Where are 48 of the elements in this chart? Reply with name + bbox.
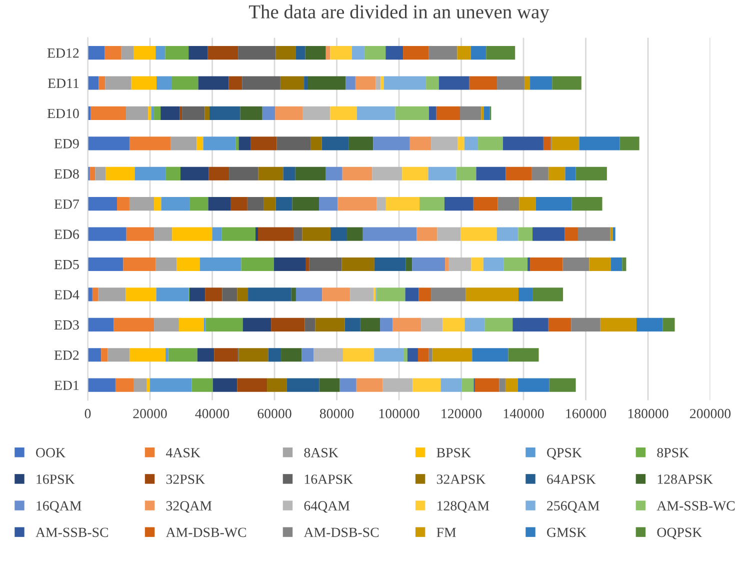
y-tick-label: ED9 (54, 139, 79, 148)
legend-label: 128APSK (658, 474, 713, 484)
x-tick-label: 100000 (379, 408, 420, 418)
legend-label: 256QAM (547, 501, 600, 513)
x-tick-label: 160000 (566, 408, 606, 418)
x-tick-label: 0 (84, 408, 91, 418)
y-tick-label: ED2 (54, 350, 79, 360)
legend-label: 4ASK (166, 448, 200, 458)
legend-label: QPSK (547, 448, 582, 460)
legend-label: 32APSK (436, 474, 486, 484)
legend-label: 64QAM (304, 501, 350, 513)
legend-label: 16PSK (36, 474, 75, 484)
legend-label: AM-SSB-SC (36, 528, 108, 538)
y-tick-label: ED8 (54, 169, 79, 179)
legend-label: OQPSK (657, 528, 702, 540)
legend-label: AM-SSB-WC (656, 501, 735, 511)
legend-label: 8ASK (304, 448, 338, 458)
x-tick-label: 80000 (320, 408, 354, 418)
chart-title: The data are divided in an uneven way (248, 4, 550, 22)
x-tick-label: 200000 (690, 408, 731, 418)
x-tick-label: 140000 (504, 408, 544, 418)
legend-label: AM-DSB-SC (304, 528, 379, 538)
legend-label: AM-DSB-WC (166, 528, 246, 538)
legend-label: FM (436, 528, 456, 537)
legend-label: 32PSK (166, 474, 205, 484)
legend-label: GMSK (547, 528, 586, 538)
y-tick-label: ED1 (54, 380, 79, 390)
x-tick-label: 20000 (133, 408, 167, 418)
y-tick-label: ED3 (54, 320, 79, 330)
legend-label: 8PSK (657, 448, 689, 458)
x-tick-label: 120000 (442, 408, 482, 418)
x-tick-label: 60000 (258, 408, 292, 418)
legend-label: 16APSK (304, 474, 353, 484)
y-tick-label: ED11 (48, 78, 79, 88)
y-tick-label: ED5 (54, 260, 79, 270)
legend-label: 128QAM (438, 501, 490, 513)
y-tick-label: ED7 (54, 200, 80, 209)
legend-label: 32QAM (166, 501, 212, 513)
y-tick-label: ED10 (47, 108, 79, 118)
y-tick-label: ED12 (47, 48, 79, 58)
legend-label: 16QAM (36, 501, 82, 513)
legend-label: OOK (36, 448, 66, 458)
legend-label: 64APSK (547, 474, 596, 484)
y-tick-label: ED6 (54, 230, 80, 240)
legend-label: BPSK (436, 448, 471, 458)
x-tick-label: 180000 (628, 408, 668, 418)
x-tick-label: 40000 (195, 408, 230, 418)
y-tick-label: ED4 (54, 290, 80, 300)
